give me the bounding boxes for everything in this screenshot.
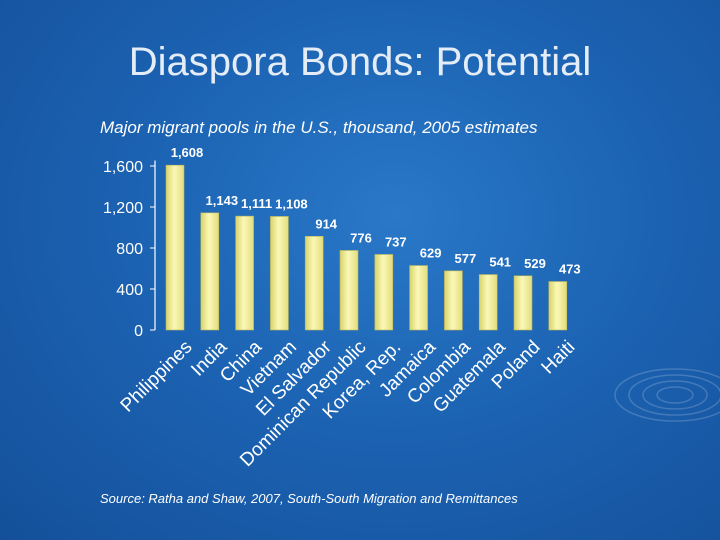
chart-subtitle: Major migrant pools in the U.S., thousan… (100, 118, 538, 137)
bar (200, 212, 220, 331)
bar (444, 270, 463, 331)
data-label: 577 (455, 251, 477, 266)
slide-title: Diaspora Bonds: Potential (128, 40, 592, 84)
bar (374, 254, 394, 331)
data-label: 1,111 (241, 196, 272, 211)
data-label: 1,108 (275, 196, 308, 211)
data-label: 1,608 (171, 145, 204, 160)
bar (409, 265, 428, 331)
y-tick-label: 1,200 (103, 200, 143, 217)
bar (304, 236, 324, 331)
data-label: 776 (350, 230, 372, 245)
category-label: Haiti (538, 337, 580, 379)
data-label: 914 (315, 216, 337, 231)
bar (478, 274, 498, 331)
data-label: 529 (524, 256, 546, 271)
bar (165, 164, 185, 331)
y-tick-label: 400 (116, 282, 143, 299)
source-note: Source: Ratha and Shaw, 2007, South-Sout… (100, 491, 518, 506)
category-label: Philippines (117, 337, 197, 417)
data-label: 737 (385, 234, 407, 249)
data-label: 541 (489, 255, 511, 270)
bar (513, 275, 533, 331)
bar (339, 250, 359, 331)
y-tick-label: 0 (134, 323, 143, 340)
data-label: 1,143 (206, 193, 239, 208)
bar (548, 281, 568, 331)
y-tick-label: 800 (116, 241, 143, 258)
y-tick-label: 1,600 (103, 159, 143, 176)
bar (235, 215, 254, 331)
bar (270, 216, 289, 331)
data-label: 629 (420, 246, 442, 261)
data-label: 473 (559, 262, 581, 277)
